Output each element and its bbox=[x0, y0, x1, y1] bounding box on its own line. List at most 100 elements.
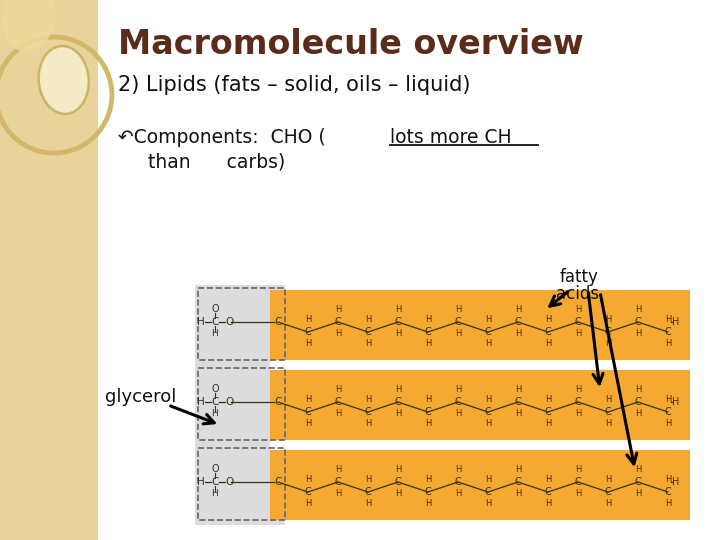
Text: H: H bbox=[605, 476, 611, 484]
Bar bbox=[270, 370, 690, 440]
Text: C: C bbox=[364, 487, 372, 497]
Text: H: H bbox=[335, 489, 341, 498]
Text: H: H bbox=[575, 409, 581, 418]
Text: O: O bbox=[225, 397, 233, 407]
Text: H: H bbox=[545, 340, 552, 348]
Text: H: H bbox=[455, 465, 462, 475]
Text: H: H bbox=[425, 476, 431, 484]
Bar bbox=[0, 0, 98, 540]
Text: H: H bbox=[425, 420, 431, 429]
Text: H: H bbox=[575, 386, 581, 395]
Text: H: H bbox=[515, 465, 521, 475]
Text: C: C bbox=[274, 397, 282, 407]
Text: H: H bbox=[365, 340, 372, 348]
Text: H: H bbox=[335, 329, 341, 339]
Text: C: C bbox=[395, 317, 401, 327]
Text: H: H bbox=[575, 465, 581, 475]
Text: C: C bbox=[454, 477, 462, 487]
Text: H: H bbox=[635, 409, 642, 418]
Text: C: C bbox=[634, 397, 642, 407]
Text: H: H bbox=[395, 465, 401, 475]
Text: H: H bbox=[665, 420, 671, 429]
Text: H: H bbox=[665, 395, 671, 404]
Bar bbox=[198, 448, 285, 520]
Text: H: H bbox=[305, 340, 311, 348]
Text: C: C bbox=[665, 327, 671, 337]
Text: H: H bbox=[672, 397, 680, 407]
Bar bbox=[270, 290, 690, 360]
Text: H: H bbox=[605, 420, 611, 429]
Text: C: C bbox=[544, 407, 552, 417]
Text: H: H bbox=[455, 386, 462, 395]
Text: H: H bbox=[605, 315, 611, 325]
Text: C: C bbox=[274, 477, 282, 487]
Text: H: H bbox=[485, 315, 491, 325]
Text: H: H bbox=[485, 476, 491, 484]
Ellipse shape bbox=[39, 46, 89, 114]
Text: C: C bbox=[634, 477, 642, 487]
Text: H: H bbox=[212, 409, 218, 418]
Text: H: H bbox=[515, 306, 521, 314]
Text: H: H bbox=[515, 489, 521, 498]
Text: C: C bbox=[575, 397, 581, 407]
Text: H: H bbox=[485, 500, 491, 509]
Text: C: C bbox=[211, 397, 219, 407]
Text: H: H bbox=[515, 409, 521, 418]
Text: C: C bbox=[515, 397, 521, 407]
Text: C: C bbox=[485, 327, 491, 337]
Text: C: C bbox=[605, 407, 611, 417]
Text: H: H bbox=[635, 386, 642, 395]
Text: C: C bbox=[395, 477, 401, 487]
Text: C: C bbox=[665, 407, 671, 417]
Text: C: C bbox=[335, 397, 341, 407]
Text: H: H bbox=[635, 489, 642, 498]
Text: H: H bbox=[485, 420, 491, 429]
Text: H: H bbox=[365, 476, 372, 484]
Text: H: H bbox=[455, 489, 462, 498]
Text: H: H bbox=[305, 476, 311, 484]
Text: H: H bbox=[197, 477, 205, 487]
Text: glycerol: glycerol bbox=[105, 388, 176, 406]
Text: C: C bbox=[425, 487, 431, 497]
Bar bbox=[198, 288, 285, 360]
Text: H: H bbox=[575, 306, 581, 314]
Text: C: C bbox=[211, 317, 219, 327]
Text: H: H bbox=[605, 340, 611, 348]
Text: H: H bbox=[605, 500, 611, 509]
Text: H: H bbox=[395, 489, 401, 498]
Text: O: O bbox=[225, 317, 233, 327]
Text: acids: acids bbox=[556, 285, 599, 303]
Text: C: C bbox=[575, 317, 581, 327]
Text: C: C bbox=[454, 397, 462, 407]
Text: H: H bbox=[635, 306, 642, 314]
Text: than      carbs): than carbs) bbox=[148, 152, 285, 171]
Text: H: H bbox=[305, 420, 311, 429]
Text: H: H bbox=[515, 386, 521, 395]
Text: O: O bbox=[211, 304, 219, 314]
Text: H: H bbox=[365, 500, 372, 509]
Text: H: H bbox=[305, 500, 311, 509]
Text: O: O bbox=[211, 384, 219, 394]
Text: C: C bbox=[454, 317, 462, 327]
Text: H: H bbox=[545, 420, 552, 429]
Text: C: C bbox=[665, 487, 671, 497]
Text: C: C bbox=[515, 477, 521, 487]
Text: H: H bbox=[485, 395, 491, 404]
Text: C: C bbox=[274, 317, 282, 327]
Text: C: C bbox=[605, 327, 611, 337]
Text: ↶Components:  CHO (: ↶Components: CHO ( bbox=[118, 128, 325, 147]
Text: C: C bbox=[305, 487, 311, 497]
Text: C: C bbox=[425, 327, 431, 337]
Text: H: H bbox=[605, 395, 611, 404]
Bar bbox=[198, 368, 285, 440]
Text: C: C bbox=[544, 327, 552, 337]
Text: C: C bbox=[605, 487, 611, 497]
Text: C: C bbox=[211, 477, 219, 487]
Text: H: H bbox=[335, 386, 341, 395]
Text: H: H bbox=[212, 489, 218, 498]
Text: H: H bbox=[665, 340, 671, 348]
Text: H: H bbox=[305, 395, 311, 404]
Text: H: H bbox=[545, 395, 552, 404]
Text: H: H bbox=[425, 315, 431, 325]
Text: H: H bbox=[365, 395, 372, 404]
